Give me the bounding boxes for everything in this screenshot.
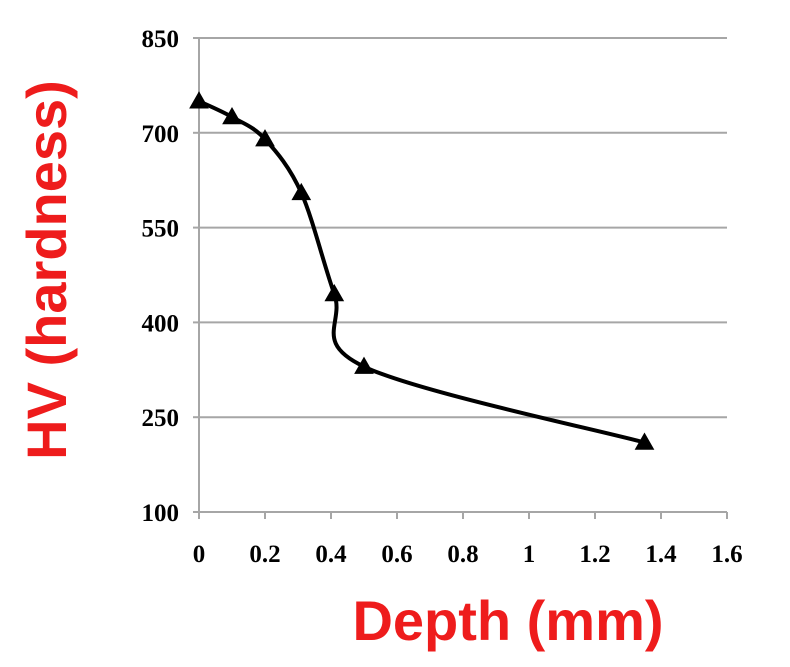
series-hardness — [189, 91, 655, 450]
data-point-marker — [354, 356, 374, 374]
data-point-marker — [189, 91, 209, 109]
y-tick-label: 100 — [142, 500, 180, 527]
data-point-marker — [634, 432, 655, 450]
tick-labels: 100 250 400 550 700 850 0 0.2 0.4 0.6 0.8 1 1.2 1.4 1.… — [142, 26, 743, 568]
y-axis-title: HV (hardness) — [15, 80, 78, 460]
x-tick-label: 1 — [523, 541, 536, 568]
y-tick-label: 550 — [142, 216, 180, 243]
x-tick-label: 0.8 — [447, 541, 478, 568]
y-tick-label: 700 — [142, 121, 180, 148]
x-tick-label: 0 — [193, 541, 206, 568]
x-tick-label: 0.4 — [315, 541, 347, 568]
x-tick-label: 1.4 — [645, 541, 677, 568]
x-tick-label: 1.6 — [711, 541, 742, 568]
data-point-marker — [324, 283, 345, 302]
data-point-marker — [222, 106, 242, 125]
data-point-marker — [255, 129, 275, 147]
y-tick-label: 250 — [142, 405, 180, 432]
series-line — [197, 99, 647, 445]
x-axis-title: Depth (mm) — [352, 589, 663, 652]
y-tick-label: 850 — [142, 26, 180, 53]
y-tick-label: 400 — [142, 310, 180, 337]
x-tick-label: 0.6 — [381, 541, 412, 568]
grid-lines — [199, 37, 727, 419]
x-tick-label: 1.2 — [579, 541, 610, 568]
x-tick-label: 0.2 — [249, 541, 280, 568]
data-point-marker — [291, 182, 312, 201]
axes — [193, 37, 728, 519]
